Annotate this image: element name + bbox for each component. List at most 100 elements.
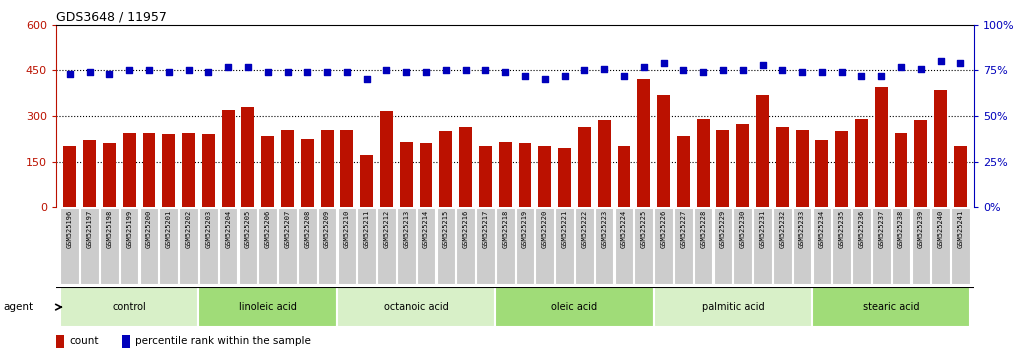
Point bbox=[477, 68, 493, 73]
FancyBboxPatch shape bbox=[516, 208, 534, 284]
Point bbox=[121, 68, 137, 73]
Bar bbox=[261, 136, 275, 207]
FancyBboxPatch shape bbox=[476, 208, 494, 284]
Point bbox=[893, 64, 909, 69]
Bar bbox=[538, 146, 551, 207]
Point bbox=[359, 77, 375, 82]
Bar bbox=[875, 87, 888, 207]
FancyBboxPatch shape bbox=[279, 208, 297, 284]
Text: GSM525237: GSM525237 bbox=[879, 210, 884, 248]
Text: GSM525197: GSM525197 bbox=[86, 210, 93, 248]
Bar bbox=[855, 119, 868, 207]
Text: linoleic acid: linoleic acid bbox=[239, 302, 297, 312]
Bar bbox=[222, 110, 235, 207]
FancyBboxPatch shape bbox=[337, 287, 495, 327]
FancyBboxPatch shape bbox=[812, 287, 970, 327]
FancyBboxPatch shape bbox=[219, 208, 237, 284]
Bar bbox=[182, 133, 195, 207]
FancyBboxPatch shape bbox=[436, 208, 456, 284]
Bar bbox=[341, 130, 353, 207]
Point bbox=[853, 73, 870, 79]
Bar bbox=[320, 130, 334, 207]
Bar bbox=[163, 134, 175, 207]
Text: GSM525226: GSM525226 bbox=[661, 210, 666, 248]
Point bbox=[537, 77, 553, 82]
Bar bbox=[835, 131, 848, 207]
Bar bbox=[578, 127, 591, 207]
Text: GSM525207: GSM525207 bbox=[285, 210, 291, 248]
Bar bbox=[638, 80, 650, 207]
Point bbox=[81, 69, 98, 75]
Point bbox=[62, 71, 78, 77]
Bar bbox=[519, 143, 532, 207]
FancyBboxPatch shape bbox=[892, 208, 910, 284]
Text: GSM525219: GSM525219 bbox=[522, 210, 528, 248]
FancyBboxPatch shape bbox=[139, 208, 159, 284]
FancyBboxPatch shape bbox=[635, 208, 653, 284]
Text: GSM525210: GSM525210 bbox=[344, 210, 350, 248]
Bar bbox=[756, 95, 769, 207]
Bar bbox=[895, 133, 907, 207]
Text: GSM525228: GSM525228 bbox=[700, 210, 706, 248]
Point bbox=[161, 69, 177, 75]
Bar bbox=[558, 148, 571, 207]
Point bbox=[319, 69, 336, 75]
FancyBboxPatch shape bbox=[536, 208, 554, 284]
FancyBboxPatch shape bbox=[495, 287, 654, 327]
Point bbox=[952, 60, 968, 66]
FancyBboxPatch shape bbox=[60, 208, 79, 284]
Bar bbox=[420, 143, 432, 207]
Text: GSM525201: GSM525201 bbox=[166, 210, 172, 248]
Point bbox=[220, 64, 236, 69]
Bar bbox=[816, 140, 828, 207]
Point bbox=[755, 62, 771, 68]
FancyBboxPatch shape bbox=[773, 208, 791, 284]
FancyBboxPatch shape bbox=[397, 208, 416, 284]
FancyBboxPatch shape bbox=[199, 208, 218, 284]
Point bbox=[140, 68, 157, 73]
Point bbox=[636, 64, 652, 69]
Bar bbox=[935, 90, 947, 207]
FancyBboxPatch shape bbox=[911, 208, 931, 284]
Point bbox=[834, 69, 850, 75]
FancyBboxPatch shape bbox=[198, 287, 337, 327]
Point bbox=[912, 66, 929, 72]
Point bbox=[695, 69, 711, 75]
FancyBboxPatch shape bbox=[160, 208, 178, 284]
Bar bbox=[83, 140, 96, 207]
FancyBboxPatch shape bbox=[674, 208, 693, 284]
Bar bbox=[697, 119, 710, 207]
Text: GSM525220: GSM525220 bbox=[542, 210, 548, 248]
Bar bbox=[498, 142, 512, 207]
Point bbox=[497, 69, 514, 75]
FancyBboxPatch shape bbox=[733, 208, 752, 284]
Point bbox=[675, 68, 692, 73]
Text: octanoic acid: octanoic acid bbox=[383, 302, 448, 312]
Bar bbox=[241, 107, 254, 207]
Text: GSM525232: GSM525232 bbox=[779, 210, 785, 248]
Point bbox=[180, 68, 196, 73]
Text: GSM525198: GSM525198 bbox=[107, 210, 112, 248]
Point bbox=[200, 69, 217, 75]
Text: GSM525230: GSM525230 bbox=[739, 210, 745, 248]
Bar bbox=[56, 335, 64, 348]
FancyBboxPatch shape bbox=[239, 208, 257, 284]
Text: GSM525239: GSM525239 bbox=[918, 210, 923, 248]
Bar bbox=[598, 120, 610, 207]
Bar bbox=[63, 146, 76, 207]
Text: control: control bbox=[112, 302, 146, 312]
Bar bbox=[736, 124, 750, 207]
Bar bbox=[677, 136, 690, 207]
FancyBboxPatch shape bbox=[298, 208, 316, 284]
Point bbox=[715, 68, 731, 73]
Text: GSM525209: GSM525209 bbox=[324, 210, 331, 248]
FancyBboxPatch shape bbox=[179, 208, 198, 284]
Text: GSM525200: GSM525200 bbox=[146, 210, 152, 248]
Text: GSM525202: GSM525202 bbox=[185, 210, 191, 248]
Text: GSM525234: GSM525234 bbox=[819, 210, 825, 248]
Bar bbox=[301, 139, 313, 207]
FancyBboxPatch shape bbox=[417, 208, 435, 284]
Text: GSM525211: GSM525211 bbox=[364, 210, 369, 248]
Point bbox=[655, 60, 671, 66]
FancyBboxPatch shape bbox=[317, 208, 337, 284]
